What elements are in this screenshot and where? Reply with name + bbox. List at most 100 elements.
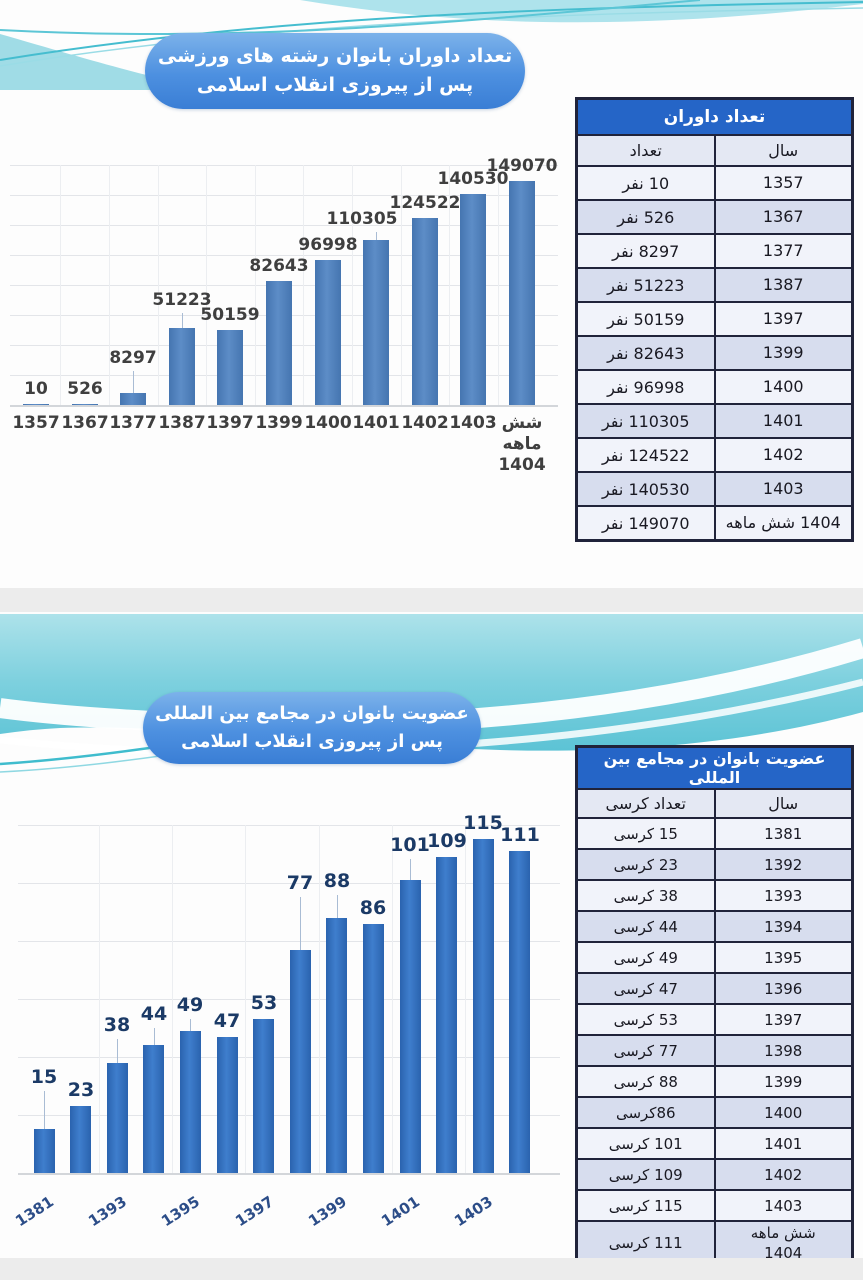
bar — [400, 880, 421, 1173]
v-gridline — [172, 825, 173, 1173]
bar-value-label: 51223 — [152, 290, 212, 310]
bar-value-label: 47 — [213, 1010, 241, 1032]
slide-referees: تعداد داوران بانوان رشته های ورزشی پس از… — [0, 0, 863, 588]
bar-value-label: 50159 — [200, 305, 260, 325]
bar — [509, 181, 535, 405]
gridline — [18, 1057, 560, 1058]
count-cell: 140530 نفر — [575, 471, 716, 507]
count-cell: 44 کرسی — [575, 910, 716, 943]
table-row: 101 کرسی 1401 — [575, 1127, 854, 1160]
year-cell: 1392 — [713, 848, 854, 881]
memberships-bar-chart: 15 23 38 44 49 47 53 77 88 86 101 109 115 111 1381 1393… — [0, 812, 565, 1255]
count-cell: 49 کرسی — [575, 941, 716, 974]
bar-value-label: 111 — [500, 824, 540, 846]
table-row: 15 کرسی 1381 — [575, 817, 854, 850]
bar-value-label: 44 — [140, 1003, 168, 1025]
x-axis-tick: شش ماهه 1404 — [498, 413, 546, 475]
x-axis-tick: 1400 — [304, 413, 352, 433]
bar-value-label: 23 — [67, 1079, 95, 1101]
table-row: 149070 نفر 1404 شش ماهه — [575, 505, 854, 542]
year-cell: 1367 — [713, 199, 854, 235]
bar — [34, 1129, 55, 1173]
count-cell: 51223 نفر — [575, 267, 716, 303]
gridline — [18, 999, 560, 1000]
table-row: 51223 نفر 1387 — [575, 267, 854, 303]
bar — [107, 1063, 128, 1173]
wave-decoration-top — [0, 0, 863, 90]
label-leader-line — [133, 371, 134, 393]
bar — [120, 393, 146, 405]
table-row: 88 کرسی 1399 — [575, 1065, 854, 1098]
col-count-header: تعداد کرسی — [575, 788, 716, 819]
bar-value-label: 88 — [323, 870, 351, 892]
referees-bar-chart: 10 526 8297 51223 50159 82643 96998 110305 12452… — [0, 150, 565, 495]
v-gridline — [245, 825, 246, 1173]
label-leader-line — [300, 897, 301, 950]
bar-value-label: 49 — [176, 994, 204, 1016]
count-cell: 96998 نفر — [575, 369, 716, 405]
chart2-title-pill: عضویت بانوان در مجامع بین المللی پس از پ… — [143, 692, 481, 764]
count-cell: 47 کرسی — [575, 972, 716, 1005]
year-cell: 1400 — [713, 369, 854, 405]
year-cell: 1403 — [713, 1189, 854, 1222]
year-cell: 1400 — [713, 1096, 854, 1129]
v-gridline — [319, 825, 320, 1173]
bar — [460, 194, 486, 405]
x-axis-tick: 1397 — [206, 413, 254, 433]
v-gridline — [392, 825, 393, 1173]
count-cell: 38 کرسی — [575, 879, 716, 912]
gridline — [18, 883, 560, 884]
bar — [70, 1106, 91, 1173]
x-axis-line — [10, 405, 558, 407]
gridline — [18, 941, 560, 942]
table-row: 44 کرسی 1394 — [575, 910, 854, 943]
year-cell: 1403 — [713, 471, 854, 507]
bar — [217, 330, 243, 405]
gridline — [18, 1115, 560, 1116]
table-row: 10 نفر 1357 — [575, 165, 854, 201]
bar-value-label: 82643 — [249, 256, 309, 276]
label-leader-line — [182, 313, 183, 328]
count-cell: 115 کرسی — [575, 1189, 716, 1222]
label-leader-line — [44, 1091, 45, 1129]
x-axis-tick: 1397 — [232, 1192, 277, 1231]
bar — [315, 260, 341, 405]
table-row: 110305 نفر 1401 — [575, 403, 854, 439]
bar-value-label: 149070 — [486, 156, 558, 176]
bar — [290, 950, 311, 1173]
bar-value-label: 10 — [24, 379, 48, 399]
v-gridline — [449, 165, 450, 405]
count-cell: 526 نفر — [575, 199, 716, 235]
label-leader-line — [117, 1039, 118, 1063]
x-axis-tick: 1401 — [352, 413, 400, 433]
table-row: 526 نفر 1367 — [575, 199, 854, 235]
label-leader-line — [376, 232, 377, 240]
gridline — [10, 195, 558, 196]
v-gridline — [352, 165, 353, 405]
table-row: 140530 نفر 1403 — [575, 471, 854, 507]
year-cell: 1402 — [713, 1158, 854, 1191]
count-cell: 88 کرسی — [575, 1065, 716, 1098]
count-cell: 86کرسی — [575, 1096, 716, 1129]
table-row: 47 کرسی 1396 — [575, 972, 854, 1005]
section-separator-bottom — [0, 1258, 863, 1280]
bar-value-label: 140530 — [437, 169, 509, 189]
year-cell: 1381 — [713, 817, 854, 850]
v-gridline — [255, 165, 256, 405]
bar — [180, 1031, 201, 1173]
bar-value-label: 124522 — [389, 193, 461, 213]
bar — [217, 1037, 238, 1173]
label-leader-line — [337, 895, 338, 918]
year-cell: 1357 — [713, 165, 854, 201]
x-axis-tick: 1387 — [158, 413, 206, 433]
bar-value-label: 96998 — [298, 235, 358, 255]
year-cell: 1401 — [713, 403, 854, 439]
bar-value-label: 77 — [286, 872, 314, 894]
year-cell: 1402 — [713, 437, 854, 473]
count-cell: 77 کرسی — [575, 1034, 716, 1067]
table-row: 86کرسی 1400 — [575, 1096, 854, 1129]
v-gridline — [158, 165, 159, 405]
bar — [326, 918, 347, 1173]
year-cell: 1398 — [713, 1034, 854, 1067]
